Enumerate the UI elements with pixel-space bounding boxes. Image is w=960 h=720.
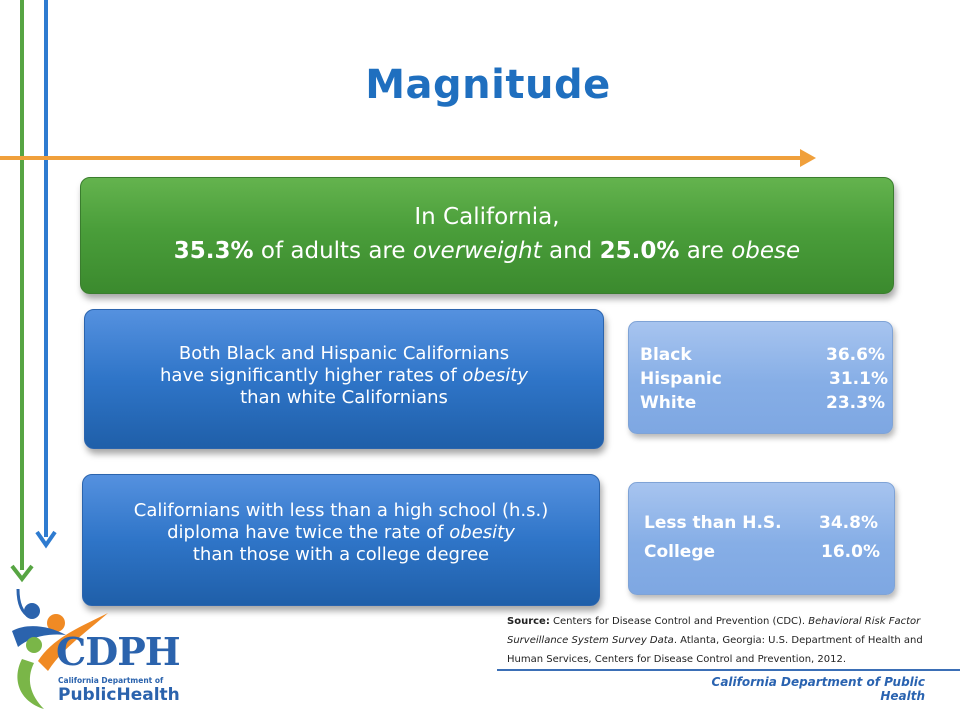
- race-stat-row: White 23.3%: [640, 393, 885, 415]
- headline-line-2: 35.3% of adults are overweight and 25.0%…: [81, 238, 893, 264]
- cdph-logo: CDPH California Department of PublicHeal…: [8, 583, 181, 715]
- education-disparity-box: Californians with less than a high schoo…: [82, 474, 600, 606]
- race-stat-row: Black 36.6%: [640, 345, 885, 367]
- race-disparity-box: Both Black and Hispanic Californians hav…: [84, 309, 604, 449]
- edu-stat-row: Less than H.S. 34.8%: [644, 513, 884, 535]
- race-line-2-em: obesity: [462, 365, 528, 386]
- race-line-2: have significantly higher rates of obesi…: [85, 365, 603, 387]
- edu-line-2-text: diploma have twice the rate of: [167, 522, 450, 543]
- page-title: Magnitude: [365, 62, 611, 108]
- logo-public: Public: [58, 685, 117, 705]
- race-stat-label: Hispanic: [640, 369, 722, 389]
- edu-stat-row: College 16.0%: [644, 542, 884, 564]
- cdph-logo-figures: [12, 588, 108, 709]
- education-stats-box: Less than H.S. 34.8% College 16.0%: [628, 482, 895, 595]
- education-disparity-text: Californians with less than a high schoo…: [83, 500, 599, 566]
- overweight-term: overweight: [412, 238, 542, 264]
- race-stats-box: Black 36.6% Hispanic 31.1% White 23.3%: [628, 321, 893, 434]
- overweight-stat: 35.3%: [173, 238, 254, 264]
- obese-stat: 25.0%: [599, 238, 680, 264]
- headline-box: In California, 35.3% of adults are overw…: [80, 177, 894, 294]
- edu-line-1: Californians with less than a high schoo…: [133, 500, 549, 521]
- race-line-1: Both Black and Hispanic Californians: [178, 343, 510, 364]
- edu-stat-value: 34.8%: [819, 513, 878, 533]
- edu-stat-label: Less than H.S.: [644, 513, 782, 533]
- edu-line-2: diploma have twice the rate of obesity: [83, 522, 599, 544]
- orange-arrow-head: [800, 149, 816, 167]
- logo-health: Health: [116, 685, 180, 705]
- headline-text-c: are: [679, 238, 732, 264]
- edu-stat-label: College: [644, 542, 716, 562]
- cdph-logo-public-health: PublicHealth: [58, 685, 180, 705]
- race-line-2-text: have significantly higher rates of: [160, 365, 463, 386]
- footer-agency: California Department of Public Health: [711, 675, 925, 703]
- race-stat-label: Black: [640, 345, 692, 365]
- footer-divider: [497, 669, 960, 671]
- source-citation: Source: Centers for Disease Control and …: [507, 612, 947, 669]
- headline-text-b: and: [541, 238, 600, 264]
- race-line-3: than white Californians: [240, 387, 448, 408]
- edu-line-3: than those with a college degree: [192, 544, 490, 565]
- race-disparity-text: Both Black and Hispanic Californians hav…: [85, 343, 603, 409]
- source-text-2: . Atlanta, Georgia: U.S. Department of H…: [507, 635, 923, 665]
- race-stat-value: 31.1%: [829, 369, 888, 389]
- edu-stat-value: 16.0%: [821, 542, 880, 562]
- cdph-logo-subtitle: California Department of: [58, 676, 164, 685]
- headline-line-1: In California,: [414, 204, 560, 230]
- cdph-logo-text: CDPH: [56, 629, 181, 674]
- race-stat-label: White: [640, 393, 697, 413]
- race-stat-value: 23.3%: [826, 393, 885, 413]
- edu-line-2-em: obesity: [449, 522, 515, 543]
- obese-term: obese: [731, 238, 801, 264]
- source-text-1: Centers for Disease Control and Preventi…: [549, 616, 809, 627]
- green-arrow-head: [10, 564, 34, 583]
- blue-arrow-head: [35, 530, 57, 549]
- source-prefix: Source:: [507, 616, 550, 627]
- source-italic: Behavioral Risk Factor Surveillance Syst…: [507, 616, 921, 646]
- headline-text-a: of adults are: [253, 238, 413, 264]
- race-stat-row: Hispanic 31.1%: [640, 369, 888, 391]
- race-stat-value: 36.6%: [826, 345, 885, 365]
